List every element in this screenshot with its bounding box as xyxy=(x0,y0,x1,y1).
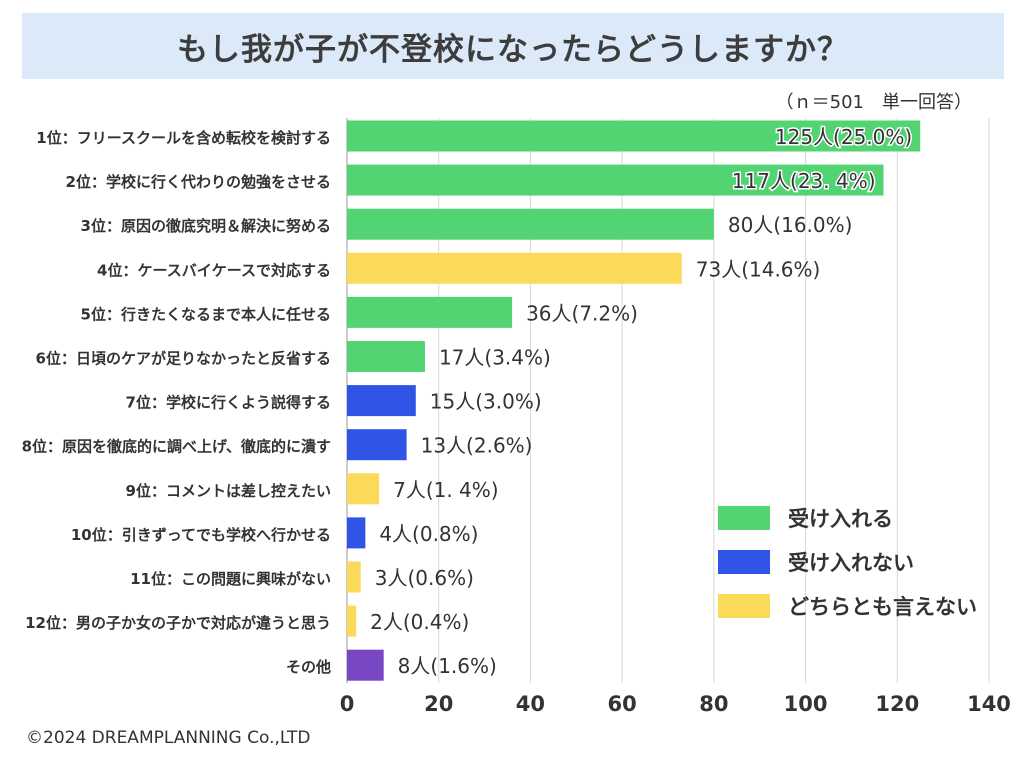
bar xyxy=(347,517,366,549)
data-label: 125人(25.0%) xyxy=(775,125,912,149)
legend-label-accept: 受け入れる xyxy=(788,507,893,531)
legend-item-reject: 受け入れない xyxy=(718,540,977,584)
x-tick-label: 20 xyxy=(424,692,453,716)
bar xyxy=(347,561,361,593)
data-label: 17人(3.4%) xyxy=(439,346,551,370)
chart-title: もし我が子が不登校になったらどうしますか？ xyxy=(177,31,849,68)
data-label: 117人(23. 4%) xyxy=(732,169,876,193)
legend: 受け入れる 受け入れない どちらとも言えない xyxy=(718,496,977,628)
copyright: ©2024 DREAMPLANNING Co.,LTD xyxy=(26,728,311,748)
data-label: 36人(7.2%) xyxy=(526,301,638,325)
bar xyxy=(347,429,407,461)
x-tick-label: 40 xyxy=(516,692,545,716)
bar xyxy=(347,296,513,328)
x-tick-label: 60 xyxy=(608,692,637,716)
category-label: 5位：行きたくなるまで本人に任せる xyxy=(81,305,331,323)
bar xyxy=(347,649,384,681)
data-label: 7人(1. 4%) xyxy=(393,478,499,502)
category-label: 1位：フリースクールを含め転校を検討する xyxy=(36,129,331,147)
legend-swatch-accept xyxy=(718,506,770,530)
bar xyxy=(347,385,416,417)
bar xyxy=(347,208,714,240)
category-label: 4位：ケースバイケースで対応する xyxy=(97,261,331,279)
category-label: 7位：学校に行くよう説得する xyxy=(126,394,331,412)
title-banner: もし我が子が不登校になったらどうしますか？ xyxy=(22,13,1004,79)
category-label: 8位：原因を徹底的に調べ上げ、徹底的に潰す xyxy=(22,438,331,456)
category-label: 11位：この問題に興味がない xyxy=(130,570,331,588)
legend-item-neutral: どちらとも言えない xyxy=(718,584,977,628)
category-label: 10位：引きずってでも学校へ行かせる xyxy=(71,526,331,544)
category-label: 9位：コメントは差し控えたい xyxy=(126,482,331,500)
bar xyxy=(347,473,380,505)
bar xyxy=(347,164,884,196)
bar xyxy=(347,605,357,637)
x-tick-label: 120 xyxy=(875,692,919,716)
category-label: 3位：原因の徹底究明＆解決に努める xyxy=(81,217,331,235)
legend-swatch-neutral xyxy=(718,594,770,618)
data-label: 4人(0.8%) xyxy=(379,522,478,546)
data-label: 80人(16.0%) xyxy=(728,213,853,237)
data-label: 3人(0.6%) xyxy=(375,566,474,590)
x-tick-label: 140 xyxy=(967,692,1011,716)
bar xyxy=(347,120,921,152)
x-tick-label: 0 xyxy=(340,692,355,716)
bar xyxy=(347,252,682,284)
category-label: 6位：日頃のケアが足りなかったと反省する xyxy=(36,350,331,368)
legend-label-reject: 受け入れない xyxy=(788,551,914,575)
bar xyxy=(347,341,425,372)
data-label: 15人(3.0%) xyxy=(430,390,542,414)
data-label: 8人(1.6%) xyxy=(398,654,497,678)
legend-swatch-reject xyxy=(718,550,770,574)
legend-label-neutral: どちらとも言えない xyxy=(788,595,977,619)
data-label: 2人(0.4%) xyxy=(370,610,469,634)
category-label: 2位：学校に行く代わりの勉強をさせる xyxy=(66,173,331,191)
legend-item-accept: 受け入れる xyxy=(718,496,977,540)
data-label: 13人(2.6%) xyxy=(421,434,533,458)
data-label: 73人(14.6%) xyxy=(696,257,821,281)
x-tick-label: 80 xyxy=(699,692,728,716)
category-label: 12位：男の子か女の子かで対応が違うと思う xyxy=(25,614,331,632)
x-tick-label: 100 xyxy=(784,692,828,716)
category-label: その他 xyxy=(286,658,331,676)
sample-size-note: （ｎ＝501 単一回答） xyxy=(775,92,972,113)
